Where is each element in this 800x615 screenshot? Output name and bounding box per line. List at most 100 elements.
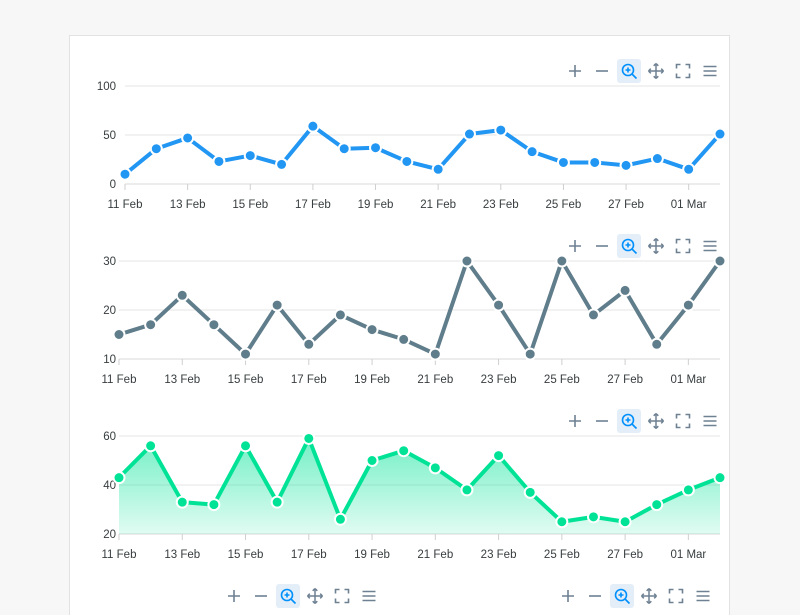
data-point[interactable]: [523, 485, 537, 499]
pan-button[interactable]: [644, 59, 668, 83]
data-point[interactable]: [523, 347, 537, 361]
data-point[interactable]: [431, 162, 445, 176]
data-point[interactable]: [118, 167, 132, 181]
data-point[interactable]: [239, 347, 253, 361]
reset-zoom-button[interactable]: [330, 584, 354, 608]
zoom-in-icon: [562, 590, 574, 602]
menu-icon: [362, 590, 376, 602]
data-point[interactable]: [112, 471, 126, 485]
data-point[interactable]: [588, 155, 602, 169]
menu-button[interactable]: [691, 584, 715, 608]
selection-zoom-button[interactable]: [617, 409, 641, 433]
data-point[interactable]: [207, 318, 221, 332]
data-point[interactable]: [270, 495, 284, 509]
data-point[interactable]: [618, 515, 632, 529]
reset-zoom-button[interactable]: [671, 59, 695, 83]
data-point[interactable]: [365, 323, 379, 337]
data-point[interactable]: [337, 142, 351, 156]
data-point[interactable]: [369, 141, 383, 155]
data-point[interactable]: [149, 142, 163, 156]
data-point[interactable]: [302, 431, 316, 445]
data-point[interactable]: [681, 298, 695, 312]
chart2-toolbar: [563, 234, 722, 258]
data-point[interactable]: [181, 131, 195, 145]
zoom-out-button[interactable]: [583, 584, 607, 608]
x-tick-label: 27 Feb: [607, 549, 643, 561]
selection-zoom-button[interactable]: [610, 584, 634, 608]
zoom-in-button[interactable]: [563, 409, 587, 433]
menu-button[interactable]: [698, 234, 722, 258]
zoom-in-button[interactable]: [222, 584, 246, 608]
series-line: [118, 259, 722, 357]
x-tick-label: 13 Feb: [164, 374, 200, 386]
data-point[interactable]: [112, 328, 126, 341]
reset-zoom-button[interactable]: [671, 234, 695, 258]
data-point[interactable]: [556, 155, 570, 169]
data-point[interactable]: [462, 127, 476, 141]
data-point[interactable]: [682, 162, 696, 176]
pan-button[interactable]: [303, 584, 327, 608]
data-point[interactable]: [650, 498, 664, 512]
data-point[interactable]: [397, 444, 411, 458]
menu-button[interactable]: [698, 409, 722, 433]
pan-button[interactable]: [644, 234, 668, 258]
data-point[interactable]: [713, 254, 727, 268]
data-point[interactable]: [144, 439, 158, 453]
data-point[interactable]: [365, 454, 379, 467]
data-point[interactable]: [239, 439, 253, 453]
menu-button[interactable]: [357, 584, 381, 608]
data-point[interactable]: [555, 515, 569, 529]
data-point[interactable]: [212, 154, 226, 168]
zoom-out-icon: [589, 595, 601, 597]
selection-zoom-button[interactable]: [276, 584, 300, 608]
data-point[interactable]: [397, 332, 411, 346]
data-point[interactable]: [555, 254, 569, 268]
data-point[interactable]: [681, 483, 695, 497]
data-point[interactable]: [494, 123, 508, 137]
data-point[interactable]: [333, 308, 347, 322]
pan-button[interactable]: [644, 409, 668, 433]
pan-button[interactable]: [637, 584, 661, 608]
x-tick-label: 23 Feb: [481, 374, 517, 386]
data-point[interactable]: [428, 347, 442, 361]
zoom-out-button[interactable]: [590, 234, 614, 258]
data-point[interactable]: [302, 337, 316, 351]
zoom-out-button[interactable]: [590, 409, 614, 433]
data-point[interactable]: [586, 510, 600, 524]
data-point[interactable]: [333, 512, 347, 526]
data-point[interactable]: [650, 337, 664, 351]
data-point[interactable]: [650, 152, 664, 166]
data-point[interactable]: [243, 149, 257, 163]
data-point[interactable]: [586, 308, 600, 322]
data-point[interactable]: [460, 483, 474, 497]
reset-zoom-button[interactable]: [664, 584, 688, 608]
menu-button[interactable]: [698, 59, 722, 83]
data-point[interactable]: [428, 461, 442, 475]
data-point[interactable]: [713, 127, 727, 141]
data-point[interactable]: [175, 288, 189, 302]
zoom-out-button[interactable]: [590, 59, 614, 83]
x-tick-label: 17 Feb: [295, 199, 331, 211]
data-point[interactable]: [400, 154, 414, 168]
data-point[interactable]: [275, 157, 289, 171]
x-tick-label: 19 Feb: [354, 549, 390, 561]
selection-zoom-button[interactable]: [617, 234, 641, 258]
data-point[interactable]: [492, 449, 506, 463]
data-point[interactable]: [207, 498, 221, 512]
data-point[interactable]: [618, 283, 632, 297]
data-point[interactable]: [144, 318, 158, 332]
zoom-in-button[interactable]: [556, 584, 580, 608]
zoom-out-button[interactable]: [249, 584, 273, 608]
data-point[interactable]: [525, 145, 539, 159]
data-point[interactable]: [460, 254, 474, 268]
reset-zoom-button[interactable]: [671, 409, 695, 433]
selection-zoom-button[interactable]: [617, 59, 641, 83]
zoom-in-button[interactable]: [563, 59, 587, 83]
data-point[interactable]: [270, 298, 284, 312]
data-point[interactable]: [306, 119, 320, 133]
data-point[interactable]: [175, 495, 189, 509]
data-point[interactable]: [713, 471, 727, 485]
data-point[interactable]: [619, 158, 633, 172]
zoom-in-button[interactable]: [563, 234, 587, 258]
data-point[interactable]: [492, 298, 506, 312]
